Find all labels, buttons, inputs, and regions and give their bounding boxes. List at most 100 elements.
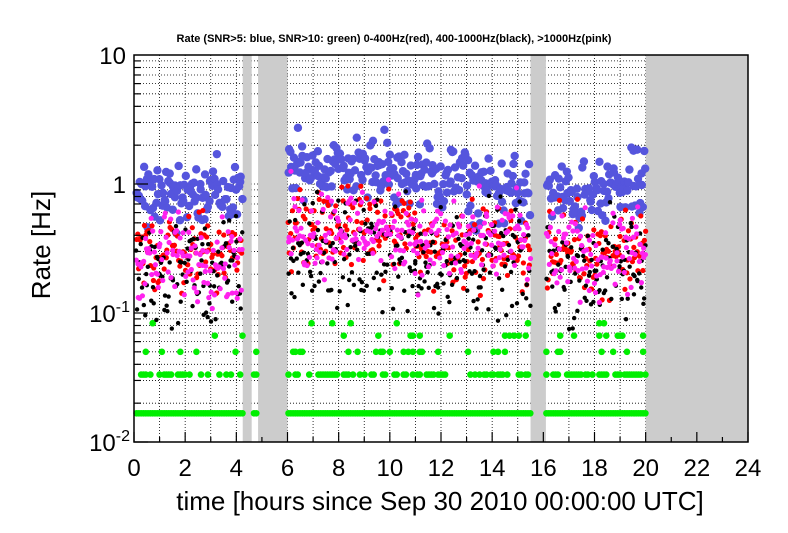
rate-point (467, 231, 473, 237)
rate-point (150, 228, 156, 234)
rate-point (352, 182, 361, 191)
rate-point (575, 253, 581, 259)
rate-point (298, 225, 304, 231)
rate-point (316, 196, 322, 203)
snr10-point (345, 371, 352, 378)
data-points (132, 123, 650, 417)
rate-point (441, 262, 447, 269)
rate-point (517, 212, 523, 218)
rate-point (166, 294, 171, 299)
rate-point (398, 234, 404, 241)
rate-point (415, 292, 421, 298)
rate-point (192, 165, 201, 174)
rate-point (186, 229, 192, 235)
rate-point (526, 247, 533, 253)
rate-point (203, 310, 209, 315)
rate-point (221, 232, 227, 238)
rate-point (170, 247, 176, 253)
rate-point (637, 180, 647, 190)
snr10-point (186, 371, 193, 378)
rate-point (309, 242, 316, 249)
rate-point (419, 197, 425, 203)
rate-point (237, 236, 243, 242)
rate-point (402, 288, 407, 293)
rate-point (234, 267, 240, 273)
rate-point (420, 165, 429, 174)
rate-point (390, 306, 396, 312)
rate-point (194, 299, 201, 305)
rate-point (640, 164, 650, 173)
rate-point (143, 235, 149, 242)
x-axis-label: time [hours since Sep 30 2010 00:00:00 U… (176, 486, 704, 516)
rate-point (462, 259, 468, 264)
rate-point (550, 284, 555, 289)
rate-point (546, 261, 552, 267)
data-gap-band (530, 55, 546, 442)
rate-point (148, 215, 154, 221)
rate-point (548, 239, 554, 245)
rate-point (462, 232, 469, 238)
rate-point (389, 286, 394, 291)
rate-point (186, 213, 192, 219)
rate-point (475, 239, 481, 245)
snr10-point (554, 371, 562, 378)
rate-point (400, 150, 409, 160)
rate-point (336, 198, 341, 203)
rate-point (502, 264, 508, 269)
rate-point (313, 246, 319, 252)
rate-point (554, 174, 563, 183)
rate-point (478, 285, 483, 290)
rate-point (414, 250, 420, 256)
x-tick-label: 20 (632, 455, 659, 482)
snr10-point (142, 371, 150, 378)
rate-point (391, 261, 397, 267)
rate-point (508, 171, 518, 181)
rate-point (422, 279, 427, 284)
snr10-point (193, 348, 200, 356)
rate-point (381, 278, 387, 284)
rate-point (348, 244, 353, 250)
rate-point (407, 265, 412, 270)
rate-point (332, 248, 338, 254)
rate-point (376, 230, 382, 237)
rate-point (524, 276, 530, 283)
rate-point (338, 239, 344, 245)
snr10-point (167, 371, 175, 378)
snr10-point (522, 332, 529, 339)
rate-point (582, 258, 587, 263)
rate-point (438, 205, 443, 210)
rate-point (400, 248, 407, 254)
rate-point (494, 204, 500, 210)
rate-point (501, 233, 506, 239)
rate-point (305, 241, 311, 247)
y-tick-label: 1 (113, 172, 126, 199)
rate-point (295, 195, 301, 202)
snr10-point (639, 348, 647, 356)
rate-point (584, 247, 590, 253)
rate-point (586, 287, 592, 294)
rate-point (547, 224, 553, 230)
rate-point (450, 163, 460, 172)
rate-point (182, 260, 187, 266)
rate-point (577, 278, 582, 283)
rate-point (367, 201, 373, 207)
rate-point (563, 264, 568, 270)
rate-point (286, 271, 291, 276)
rate-point (528, 303, 533, 309)
rate-point (309, 288, 315, 293)
rate-point (629, 224, 634, 230)
snr10-point (252, 409, 260, 417)
rate-point (631, 244, 637, 250)
rate-point (586, 237, 593, 243)
rate-point (388, 211, 394, 217)
rate-point (566, 224, 572, 230)
rate-point (604, 275, 610, 280)
data-gap-band (242, 55, 252, 442)
rate-point (154, 317, 159, 323)
rate-point (575, 308, 580, 314)
rate-point (358, 199, 365, 205)
rate-point (466, 236, 471, 241)
rate-point (638, 202, 648, 212)
rate-point (386, 186, 392, 192)
snr10-point (252, 371, 260, 378)
